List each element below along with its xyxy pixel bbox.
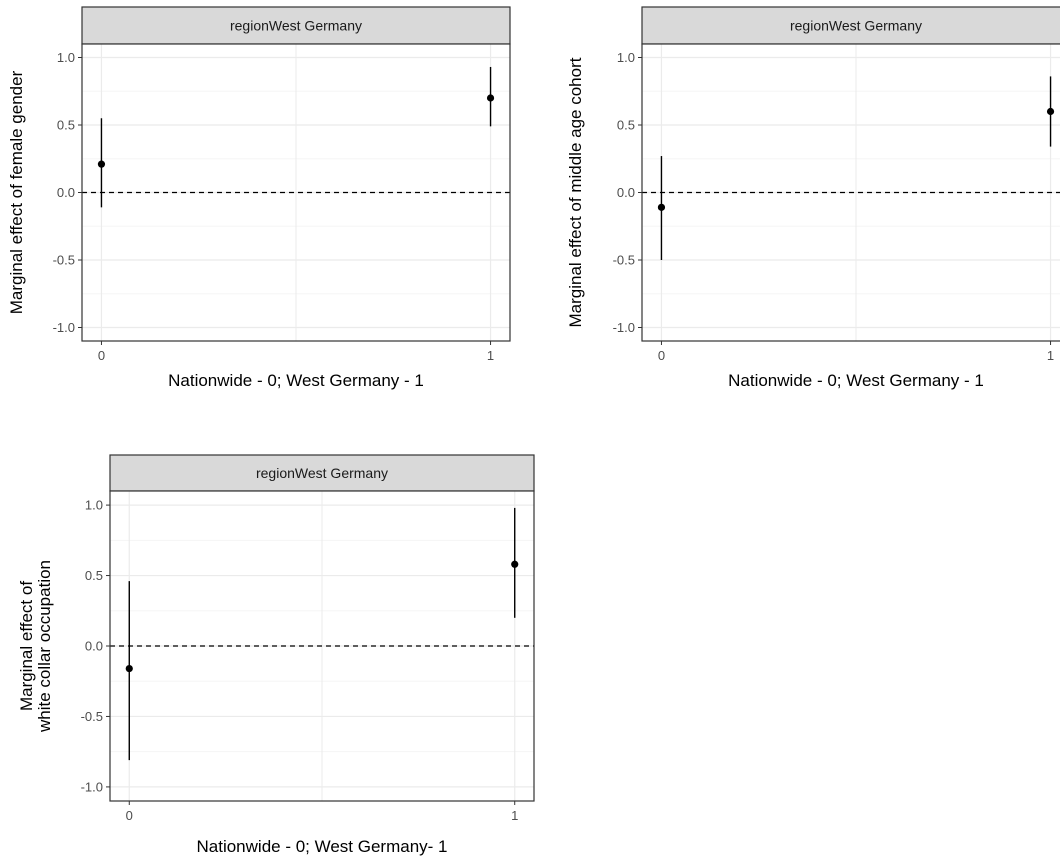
y-tick-label: 0.0	[85, 639, 103, 654]
y-tick-label: 0.5	[85, 568, 103, 583]
y-tick-label: -0.5	[81, 709, 103, 724]
x-tick-label: 1	[511, 808, 518, 823]
facet-strip	[109, 454, 535, 492]
y-tick-label: 1.0	[57, 50, 75, 65]
y-axis-title-line-2: white collar occupation	[35, 560, 54, 733]
data-point-1	[511, 560, 519, 568]
data-point-1	[486, 94, 495, 102]
x-tick-label: 0	[126, 808, 133, 823]
x-tick-label: 0	[98, 348, 105, 363]
x-axis-title: Nationwide - 0; West Germany - 1	[728, 371, 984, 390]
facet-strip-label: regionWest Germany	[256, 465, 388, 481]
y-tick-label: 0.0	[617, 185, 635, 200]
y-tick-label: 1.0	[617, 50, 635, 65]
y-axis-title-line-1: Marginal effect of	[17, 581, 36, 711]
y-tick-label: -1.0	[613, 320, 635, 335]
y-tick-label: -1.0	[81, 779, 103, 794]
y-tick-label: -1.0	[53, 320, 75, 335]
data-point-0	[657, 203, 666, 211]
data-point-1	[1046, 107, 1055, 116]
facet-strip	[81, 6, 511, 45]
facet-strip-label: regionWest Germany	[790, 18, 922, 34]
chart-panel-2: regionWest Germany -1.0 -0.5 0.0 0.5 1.0 0 1 Nat…	[566, 6, 1060, 390]
x-axis-title: Nationwide - 0; West Germany- 1	[197, 837, 448, 856]
y-axis-title-line-1: Marginal effect of middle age cohort	[566, 57, 585, 327]
y-tick-label: 1.0	[85, 498, 103, 513]
chart-panel-3: regionWest Germany -1.0 -0.5 0.0 0.5 1.0 0 1 Nat…	[17, 454, 535, 856]
y-tick-label: 0.5	[57, 118, 75, 133]
y-tick-label: -0.5	[53, 253, 75, 268]
x-tick-label: 0	[658, 348, 665, 363]
x-tick-label: 1	[487, 348, 494, 363]
y-tick-label: 0.0	[57, 185, 75, 200]
x-tick-label: 1	[1047, 348, 1054, 363]
chart-panel-1: regionWest Germany -1.0 -0.5 0.0 0.5 1.0 0 1 Nat…	[7, 6, 511, 390]
x-axis-title: Nationwide - 0; West Germany - 1	[168, 371, 424, 390]
y-axis-title-line-1: Marginal effect of female gender	[7, 70, 26, 314]
data-point-0	[97, 160, 106, 168]
y-tick-label: -0.5	[613, 253, 635, 268]
facet-strip-label: regionWest Germany	[230, 18, 362, 34]
data-point-0	[125, 664, 133, 673]
y-tick-label: 0.5	[617, 118, 635, 133]
